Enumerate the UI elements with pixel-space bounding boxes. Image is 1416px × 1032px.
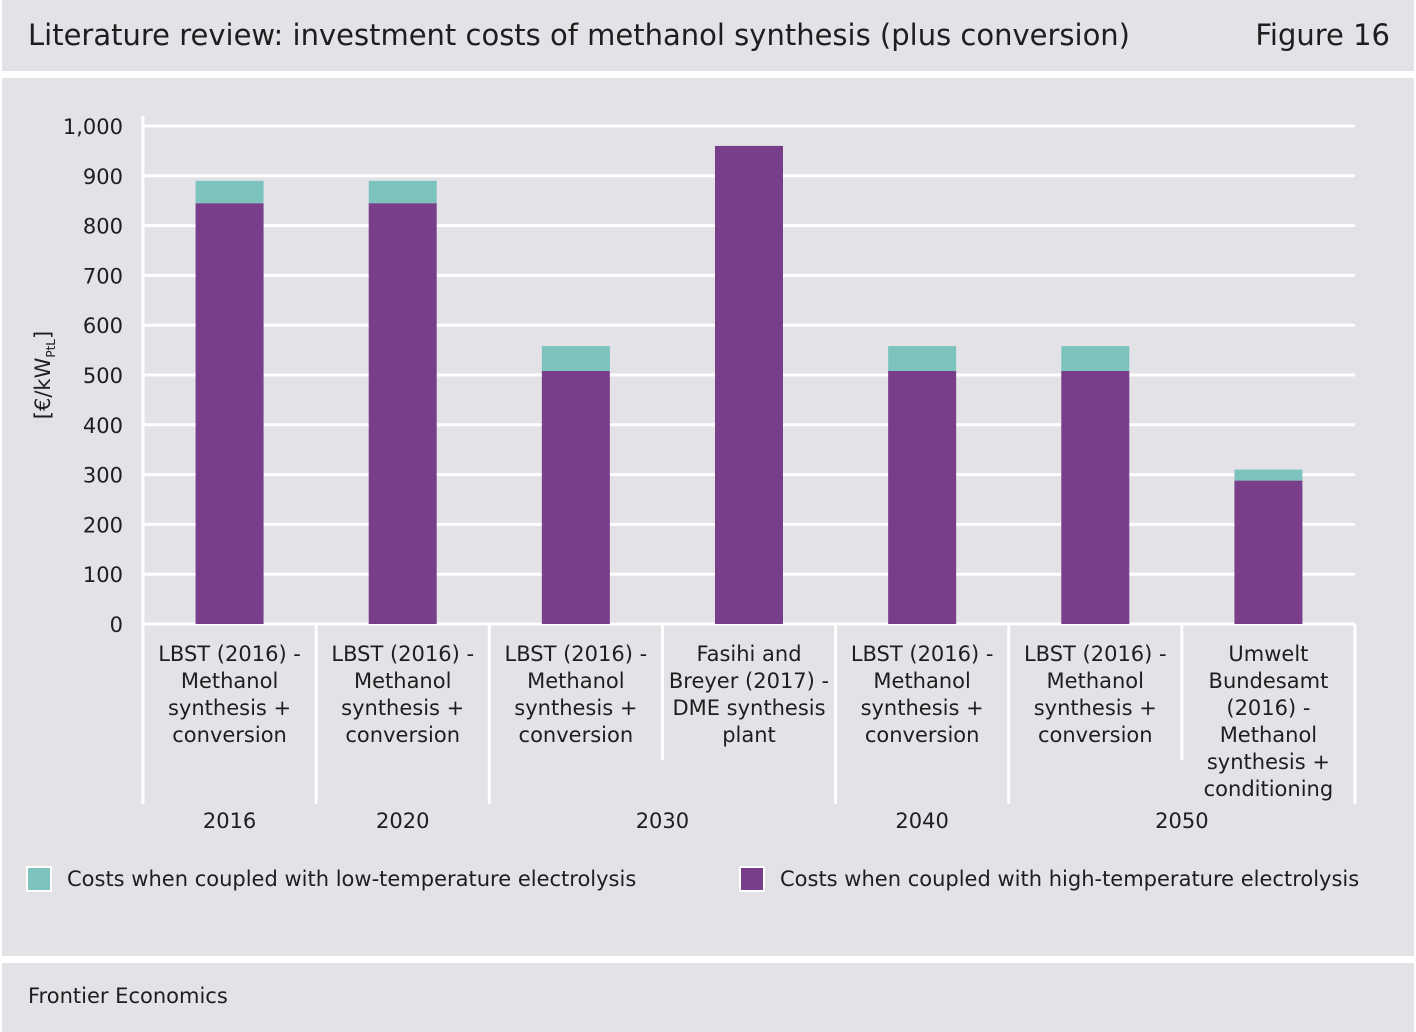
y-tick-label: 200	[83, 513, 123, 537]
bar-high-temperature	[1061, 371, 1130, 624]
category-label: Methanol	[527, 669, 624, 693]
header-bar: Literature review: investment costs of m…	[2, 0, 1414, 71]
source-note: Frontier Economics	[28, 984, 228, 1008]
bar-low-temperature	[541, 346, 610, 372]
legend-item-high-temperature: Costs when coupled with high-temperature…	[739, 866, 1359, 892]
category-label: (2016) -	[1226, 696, 1310, 720]
category-label: synthesis +	[341, 696, 464, 720]
y-tick-label: 700	[83, 264, 123, 288]
bar-high-temperature	[888, 371, 957, 624]
category-label: LBST (2016) -	[1024, 642, 1167, 666]
bar-high-temperature	[715, 145, 783, 625]
chart-title: Literature review: investment costs of m…	[28, 18, 1130, 52]
stacked-bar-chart: 0 100 200 300 400 500 600 700 800 900 1,000 [€/kWPt…	[31, 115, 1357, 833]
category-label: Methanol	[873, 669, 970, 693]
year-group-label: 2020	[376, 809, 429, 833]
category-label: synthesis +	[514, 696, 637, 720]
bar-low-temperature	[1061, 346, 1130, 372]
bar-high-temperature	[1234, 480, 1303, 624]
category-label: conversion	[519, 723, 634, 747]
chart-area: 0 100 200 300 400 500 600 700 800 900 1,000 [€/kWPt…	[2, 78, 1414, 956]
category-label: Fasihi and	[696, 642, 801, 666]
bar-low-temperature	[195, 180, 264, 204]
year-group-label: 2040	[895, 809, 948, 833]
category-label: Breyer (2017) -	[669, 669, 829, 693]
y-tick-label: 400	[83, 414, 123, 438]
category-label: conversion	[172, 723, 287, 747]
legend-item-low-temperature: Costs when coupled with low-temperature …	[26, 866, 636, 892]
y-tick-label: 500	[83, 364, 123, 388]
legend-label-low-temperature: Costs when coupled with low-temperature …	[67, 867, 637, 891]
y-tick-label: 100	[83, 563, 123, 587]
category-label: LBST (2016) -	[331, 642, 474, 666]
legend: Costs when coupled with low-temperature …	[2, 78, 1414, 956]
category-label: plant	[722, 723, 776, 747]
y-axis-label: [€/kWPtL]	[31, 331, 58, 419]
y-tick-label: 0	[110, 613, 123, 637]
bar-low-temperature	[1234, 469, 1303, 481]
y-tick-label: 300	[83, 464, 123, 488]
bar-low-temperature	[888, 346, 957, 372]
category-label: Methanol	[354, 669, 451, 693]
year-group-label: 2050	[1155, 809, 1208, 833]
bar-low-temperature	[368, 180, 437, 204]
y-tick-label: 800	[83, 215, 123, 239]
y-tick-label: 1,000	[63, 115, 123, 139]
year-group-label: 2030	[636, 809, 689, 833]
bar-high-temperature	[541, 371, 610, 624]
bar-high-temperature	[368, 203, 437, 624]
category-label: synthesis +	[861, 696, 984, 720]
y-tick-label: 600	[83, 314, 123, 338]
category-label: conditioning	[1204, 777, 1334, 801]
figure-number: Figure 16	[1255, 18, 1390, 52]
category-label: synthesis +	[1207, 750, 1330, 774]
category-label: Umwelt	[1228, 642, 1308, 666]
footer-bar: Frontier Economics	[2, 963, 1414, 1032]
category-label: Methanol	[181, 669, 278, 693]
bar-high-temperature	[195, 203, 264, 624]
category-label: conversion	[1038, 723, 1153, 747]
year-group-label: 2016	[203, 809, 256, 833]
category-label: Bundesamt	[1209, 669, 1329, 693]
category-label: synthesis +	[1034, 696, 1157, 720]
category-label: conversion	[345, 723, 460, 747]
legend-swatch-low-temperature	[26, 866, 52, 892]
category-label: LBST (2016) -	[158, 642, 301, 666]
category-label: DME synthesis	[672, 696, 825, 720]
legend-label-high-temperature: Costs when coupled with high-temperature…	[780, 867, 1360, 891]
category-label: Methanol	[1220, 723, 1317, 747]
category-label: conversion	[865, 723, 980, 747]
category-label: Methanol	[1047, 669, 1144, 693]
category-label: LBST (2016) -	[505, 642, 648, 666]
category-label: synthesis +	[168, 696, 291, 720]
category-label: LBST (2016) -	[851, 642, 994, 666]
y-tick-label: 900	[83, 165, 123, 189]
legend-swatch-high-temperature	[739, 866, 765, 892]
